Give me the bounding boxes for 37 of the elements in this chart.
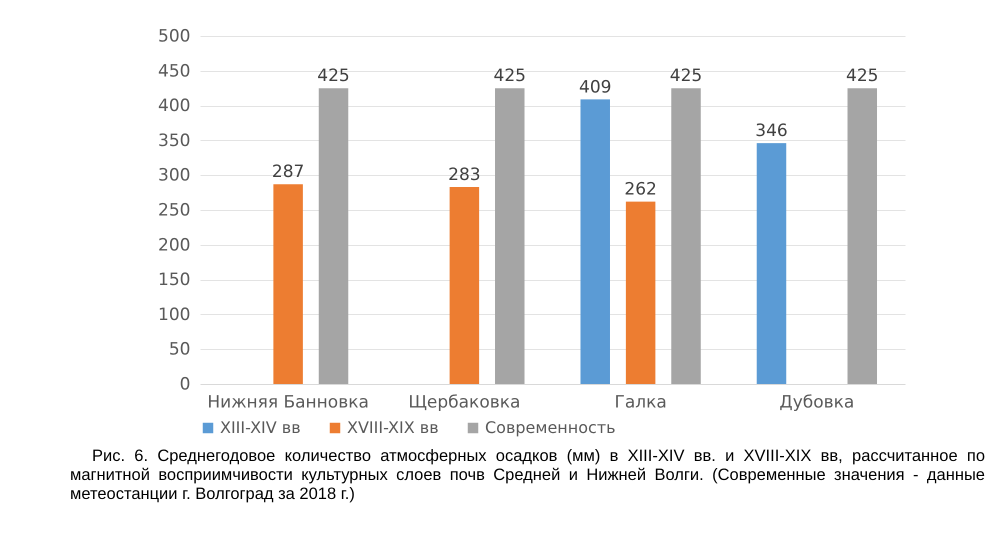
y-tick-label: 300	[158, 166, 190, 186]
y-tick-label: 100	[158, 304, 190, 325]
bar	[273, 184, 303, 384]
x-tick-label: Галка	[614, 392, 667, 412]
data-label: 425	[846, 66, 878, 86]
y-tick-label: 250	[158, 200, 190, 220]
x-tick-label: Нижняя Банновка	[207, 392, 369, 412]
bar	[495, 88, 525, 384]
bar	[450, 187, 480, 384]
x-tick-label: Дубовка	[779, 392, 854, 412]
bar	[756, 143, 786, 384]
bar	[318, 88, 348, 384]
y-tick-label: 150	[158, 270, 190, 290]
data-label: 346	[755, 121, 788, 142]
y-tick-label: 450	[158, 61, 190, 82]
y-tick-label: 350	[158, 130, 190, 151]
data-label: 283	[448, 165, 481, 186]
bar	[671, 88, 701, 384]
bar	[626, 202, 656, 384]
text: Рис. 6. Среднегодовое количество атмосферных осадков (мм) в XIII-XIV вв. и XVIII-XIX вв, рассчитанное по магнитной восприимчивости культурных слоев почв Средней и Нижней Волги. (Современные значения - данные метеостанции г. Волгоград за 2018 г.)	[70, 447, 985, 504]
bar	[580, 99, 610, 384]
y-tick-label: 500	[158, 26, 190, 46]
x-tick-label: Щербаковка	[408, 392, 520, 412]
legend-label: XVIII-XIX вв	[347, 418, 439, 437]
bar	[848, 88, 878, 384]
data-label: 425	[494, 66, 526, 86]
y-tick-label: 200	[158, 235, 190, 256]
legend-label: XIII-XIV вв	[220, 418, 301, 437]
data-label: 287	[272, 162, 304, 182]
data-label: 425	[670, 66, 702, 86]
legend-label: Современность	[485, 418, 616, 437]
y-tick-label: 0	[180, 374, 190, 394]
data-label: 425	[317, 66, 350, 86]
data-label: 409	[579, 77, 612, 98]
y-tick-label: 50	[168, 340, 190, 360]
data-label: 262	[624, 180, 657, 200]
y-tick-label: 400	[158, 96, 190, 116]
